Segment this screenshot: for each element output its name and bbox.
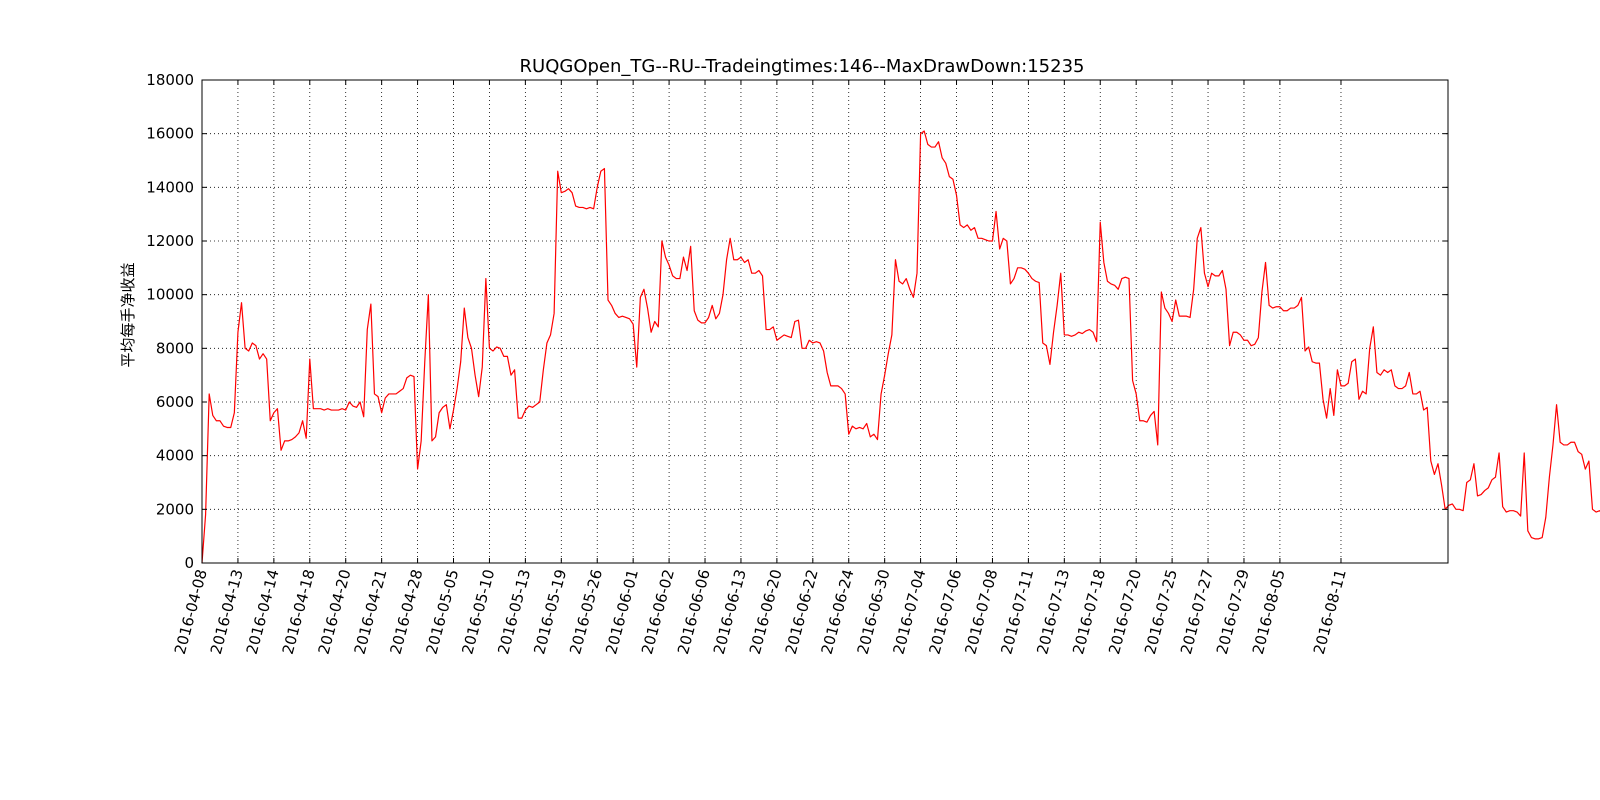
x-tick-label: 2016-08-05 (1249, 567, 1289, 656)
x-tick-label: 2016-07-18 (1069, 567, 1109, 656)
x-tick-label: 2016-07-20 (1105, 567, 1145, 656)
x-tick-label: 2016-06-22 (782, 567, 822, 656)
y-tick-label: 2000 (156, 500, 194, 518)
y-axis: 0 2000 4000 6000 8000 10000 12000 14000 16000 180… (146, 71, 1448, 572)
y-tick-label: 18000 (146, 71, 194, 89)
y-tick-label: 10000 (146, 286, 194, 304)
x-tick-label: 2016-07-04 (890, 567, 930, 656)
series-line (201, 130, 1600, 564)
y-tick-label: 16000 (146, 125, 194, 143)
x-tick-label: 2016-04-28 (386, 567, 426, 656)
x-tick-label: 2016-06-06 (674, 567, 714, 656)
y-tick-label: 0 (184, 554, 194, 572)
x-tick-label: 2016-06-30 (854, 567, 894, 656)
x-tick-label: 2016-06-02 (638, 567, 678, 656)
x-tick-label: 2016-05-26 (566, 567, 606, 656)
y-tick-label: 12000 (146, 232, 194, 250)
x-tick-label: 2016-05-19 (530, 567, 570, 656)
x-tick-label: 2016-04-18 (279, 567, 319, 656)
x-tick-label: 2016-04-20 (315, 567, 355, 656)
x-tick-label: 2016-05-05 (422, 567, 462, 656)
series-group (201, 130, 1600, 564)
x-tick-label: 2016-07-06 (925, 567, 965, 656)
x-tick-label: 2016-06-24 (818, 567, 858, 656)
x-tick-label: 2016-05-13 (494, 567, 534, 656)
x-tick-label: 2016-04-08 (171, 567, 211, 656)
x-tick-label: 2016-07-25 (1141, 567, 1181, 656)
x-tick-label: 2016-07-29 (1213, 567, 1253, 656)
x-tick-label: 2016-07-27 (1177, 567, 1217, 656)
y-tick-label: 4000 (156, 447, 194, 465)
x-tick-label: 2016-06-01 (602, 567, 642, 656)
x-tick-label: 2016-08-11 (1310, 567, 1350, 656)
x-tick-label: 2016-06-13 (710, 567, 750, 656)
y-tick-label: 14000 (146, 178, 194, 196)
x-tick-label: 2016-04-14 (243, 567, 283, 656)
y-axis-label: 平均每手净收益 (119, 262, 137, 367)
grid-lines (201, 80, 1448, 563)
x-axis: 2016-04-082016-04-132016-04-142016-04-18… (171, 80, 1350, 656)
chart-title: RUQGOpen_TG--RU--Tradeingtimes:146--MaxD… (520, 56, 1085, 77)
x-tick-label: 2016-06-20 (746, 567, 786, 656)
y-tick-label: 8000 (156, 339, 194, 357)
x-tick-label: 2016-07-08 (961, 567, 1001, 656)
plot-area-frame (201, 79, 1449, 564)
x-tick-label: 2016-07-13 (1033, 567, 1073, 656)
x-tick-label: 2016-04-13 (207, 567, 247, 656)
x-tick-label: 2016-04-21 (351, 567, 391, 656)
y-tick-label: 6000 (156, 393, 194, 411)
x-tick-label: 2016-07-11 (997, 567, 1037, 656)
x-tick-label: 2016-05-10 (458, 567, 498, 656)
